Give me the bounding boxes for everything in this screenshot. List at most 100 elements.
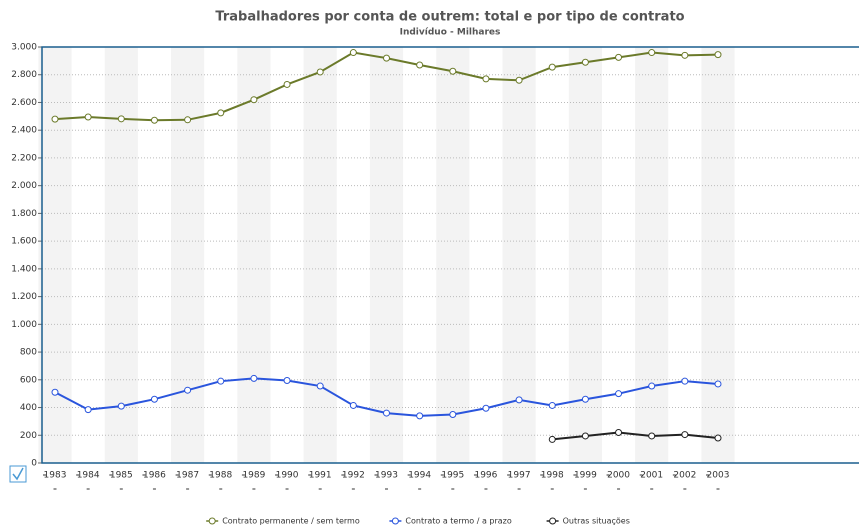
data-point [681, 377, 689, 385]
x-tick-label: 1994 [408, 471, 431, 481]
x-tick-label: 2000 [607, 471, 630, 481]
data-point [184, 386, 192, 394]
data-point [648, 49, 656, 57]
x-tick-label: 1991 [309, 471, 332, 481]
data-point [681, 51, 689, 59]
data-point [648, 432, 656, 440]
data-point [150, 116, 158, 124]
data-point [117, 115, 125, 123]
data-point [482, 75, 490, 83]
x-tick-label: 1999 [574, 471, 597, 481]
band [38, 47, 72, 463]
data-point [681, 431, 689, 439]
x-tick-label: 1989 [242, 471, 265, 481]
data-point [416, 412, 424, 420]
data-point [117, 402, 125, 410]
data-point [84, 113, 92, 121]
chart-subtitle: Indivíduo - Milhares [400, 28, 501, 38]
x-tick-label: 1996 [474, 471, 497, 481]
x-tick-label: 2003 [707, 471, 730, 481]
band [568, 47, 602, 463]
y-tick-label: 1.000 [11, 320, 37, 330]
chart-title: Trabalhadores por conta de outrem: total… [215, 10, 684, 25]
legend-marker [549, 517, 557, 525]
band [303, 47, 337, 463]
band [502, 47, 536, 463]
data-point [250, 374, 258, 382]
data-point [349, 49, 357, 57]
data-point [316, 382, 324, 390]
legend-label: Contrato permanente / sem termo [222, 517, 360, 526]
x-tick-label: 1997 [508, 471, 531, 481]
legend-item: Outras situações [546, 517, 630, 526]
data-point [51, 388, 59, 396]
band [237, 47, 271, 463]
data-point [615, 53, 623, 61]
y-tick-label: 3.000 [11, 43, 37, 53]
y-tick-label: 2.600 [11, 98, 37, 108]
data-point [515, 76, 523, 84]
y-tick-label: 2.000 [11, 181, 37, 191]
legend-item: Contrato permanente / sem termo [206, 517, 360, 526]
data-point [581, 432, 589, 440]
plot-frame [41, 46, 859, 464]
data-point [84, 406, 92, 414]
data-point [548, 435, 556, 443]
x-tick-label: 1998 [541, 471, 564, 481]
data-point [184, 116, 192, 124]
x-tick-label: 1992 [342, 471, 365, 481]
band [436, 47, 470, 463]
legend-item: Contrato a termo / a prazo [389, 517, 512, 526]
x-tick-label: 1995 [441, 471, 464, 481]
y-tick-label: 1.400 [11, 264, 37, 274]
band [171, 47, 205, 463]
data-point [714, 380, 722, 388]
data-point [714, 434, 722, 442]
data-point [250, 96, 258, 104]
y-tick-label: 400 [20, 403, 37, 413]
y-tick-label: 1.600 [11, 237, 37, 247]
data-point [283, 80, 291, 88]
y-tick-label: 2.200 [11, 153, 37, 163]
data-point [349, 401, 357, 409]
data-point [548, 63, 556, 71]
y-tick-label: 0 [31, 459, 37, 469]
x-tick-label: 1987 [176, 471, 199, 481]
band [369, 47, 404, 463]
y-tick-label: 800 [20, 348, 37, 358]
y-tick-label: 1.200 [11, 292, 37, 302]
band [635, 47, 669, 463]
data-point [648, 382, 656, 390]
x-tick-label: 1988 [209, 471, 232, 481]
data-point [581, 395, 589, 403]
data-point [615, 390, 623, 398]
x-tick-label: 1983 [44, 471, 67, 481]
y-tick-label: 1.800 [11, 209, 37, 219]
checkbox-check [12, 467, 24, 481]
x-tick-label: 1984 [77, 471, 100, 481]
data-point [383, 409, 390, 417]
x-tick-label: 1985 [110, 471, 133, 481]
y-tick-label: 2.800 [11, 70, 37, 80]
y-tick-label: 200 [20, 431, 37, 441]
data-point [449, 67, 457, 75]
legend-marker [208, 517, 216, 525]
x-tick-label: 1990 [276, 471, 299, 481]
x-tick-label: 2001 [640, 471, 663, 481]
data-point [416, 61, 424, 69]
data-point [51, 115, 59, 123]
data-point [449, 410, 457, 418]
legend-label: Contrato a termo / a prazo [405, 517, 511, 526]
legend-label: Outras situações [563, 517, 630, 526]
data-point [383, 54, 390, 62]
data-point [217, 377, 225, 385]
data-point [316, 68, 324, 76]
x-tick-label: 2002 [673, 471, 696, 481]
x-tick-label: 1993 [375, 471, 398, 481]
checkbox-icon[interactable] [9, 465, 27, 483]
legend-marker [391, 517, 399, 525]
data-point [217, 109, 225, 117]
data-point [150, 395, 158, 403]
band [104, 47, 138, 463]
